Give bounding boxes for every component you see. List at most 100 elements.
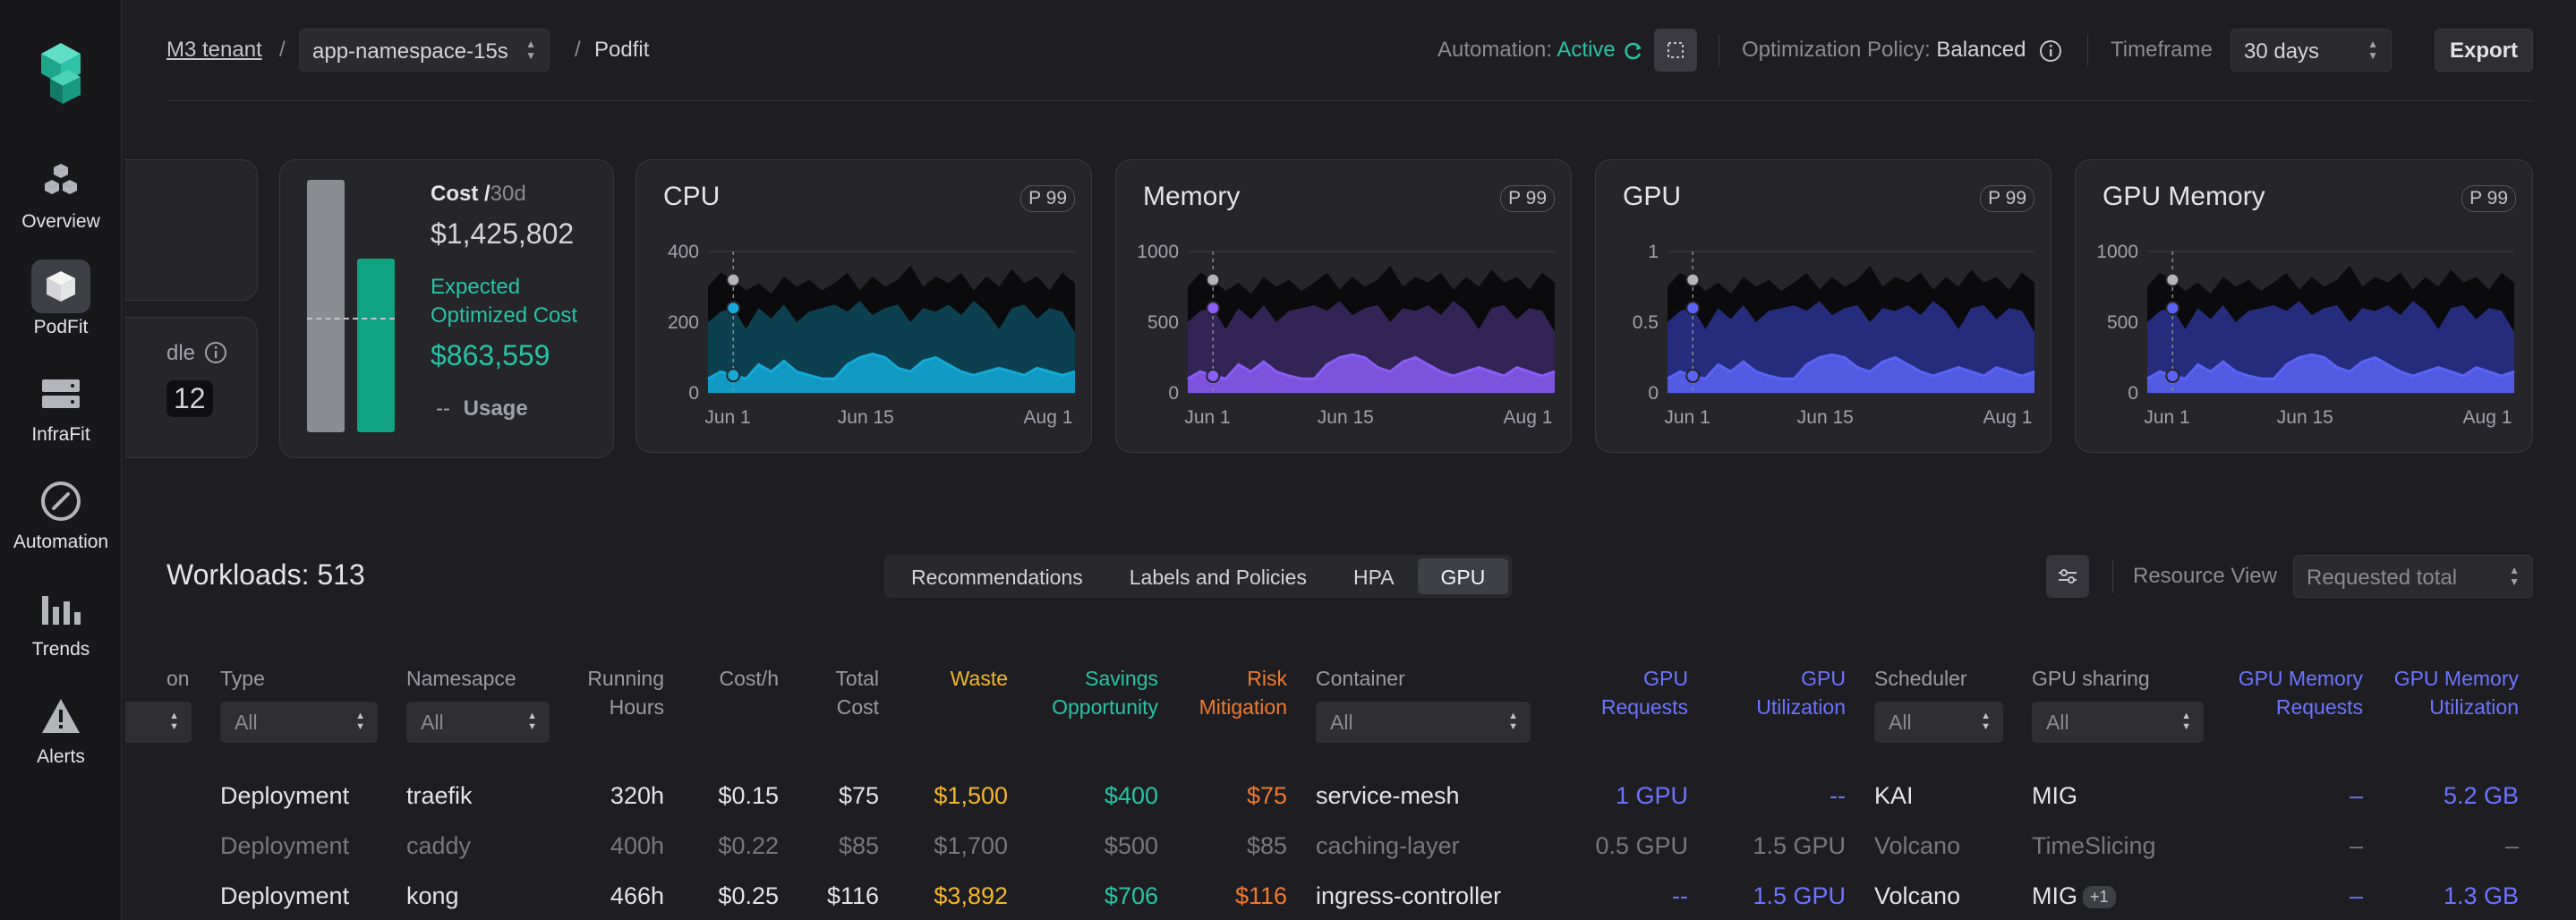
col-header-type[interactable]: Type [220, 667, 265, 690]
chart-title: GPU [1623, 182, 1682, 211]
timeframe-select[interactable]: 30 days ▲ ▼ [2231, 29, 2392, 72]
col-header-scheduler[interactable]: Scheduler [1874, 667, 1967, 690]
filter-scheduler[interactable]: All ▲ ▼ [1874, 702, 2003, 743]
resource-view-select[interactable]: Requested total ▲ ▼ [2293, 555, 2533, 598]
col-header-waste[interactable]: Waste [950, 667, 1008, 690]
header-line: Cost [836, 695, 879, 719]
cell-costh: $0.15 [689, 782, 779, 810]
x-tick-label: Jun 15 [1318, 407, 1374, 428]
breadcrumb-separator: / [279, 38, 286, 62]
nav-overview[interactable]: Overview [0, 154, 122, 233]
cell-waste: $1,500 [904, 782, 1008, 810]
header-line: Savings [1085, 667, 1158, 690]
namespace-select[interactable]: app-namespace-15s ▲ ▼ [299, 29, 550, 72]
col-header-namespace[interactable]: Namesapce [406, 667, 516, 690]
col-header-gpu-sharing[interactable]: GPU sharing [2032, 667, 2150, 690]
hover-point [1206, 369, 1221, 384]
nav-label: Overview [21, 211, 100, 232]
gpu-memory-chart[interactable]: 1000 500 0 Jun 1 Jun 15 Aug 1 [2076, 241, 2533, 453]
nav-trends[interactable]: Trends [0, 582, 122, 660]
bar-chart-icon [31, 582, 90, 635]
col-header-gpu-requests[interactable]: GPU Requests [1557, 664, 1688, 721]
compass-icon [31, 474, 90, 528]
partial-card-top [125, 159, 258, 301]
nav-podfit[interactable]: PodFit [0, 260, 122, 338]
optimization-policy: Optimization Policy: Balanced [1742, 38, 2026, 63]
x-tick-label: Aug 1 [1504, 407, 1553, 428]
cell-text: $85 [1246, 832, 1287, 859]
nav-automation[interactable]: Automation [0, 474, 122, 553]
cell-container: ingress-controller [1316, 882, 1501, 910]
col-header-risk[interactable]: Risk Mitigation [1173, 664, 1287, 721]
header-line: Requests [2275, 695, 2363, 719]
info-icon[interactable] [2039, 39, 2062, 63]
nav-infrafit[interactable]: InfraFit [0, 367, 122, 446]
nav-label: Automation [13, 532, 109, 552]
cell-text: $116 [1234, 882, 1287, 909]
tab-gpu[interactable]: GPU [1417, 558, 1509, 594]
y-tick-label: 0 [1648, 383, 1659, 404]
col-header-savings[interactable]: Savings Opportunity [1020, 664, 1158, 721]
filter-value: All [1889, 711, 1912, 734]
percentile-badge[interactable]: P 99 [2461, 185, 2516, 212]
col-header-running-hours[interactable]: Running Hours [555, 664, 664, 721]
cell-text: 466h [610, 882, 664, 909]
tab-recommendations[interactable]: Recommendations [911, 566, 1083, 589]
series-area-mid [1188, 301, 1555, 393]
tab-hpa[interactable]: HPA [1352, 566, 1395, 589]
col-header-cost-per-hour[interactable]: Cost/h [719, 667, 779, 690]
col-header-total-cost[interactable]: Total Cost [806, 664, 879, 721]
hover-point [1685, 369, 1701, 384]
header-line: Opportunity [1052, 695, 1158, 719]
cell-sharing: MIG [2032, 782, 2077, 810]
breadcrumb-page: Podfit [594, 38, 650, 62]
series-area-low [708, 354, 1075, 393]
nav-label: Alerts [37, 746, 85, 767]
cell-text: $85 [838, 832, 879, 859]
tab-labels-policies[interactable]: Labels and Policies [1129, 566, 1307, 589]
nav-alerts[interactable]: Alerts [0, 689, 122, 768]
filter-container[interactable]: All ▲ ▼ [1316, 702, 1531, 743]
hover-point [1685, 272, 1701, 287]
percentile-badge[interactable]: P 99 [1980, 185, 2034, 212]
percentile-badge[interactable]: P 99 [1020, 185, 1075, 212]
col-header-partial[interactable]: on [166, 667, 190, 690]
col-header-container[interactable]: Container [1316, 667, 1405, 690]
updown-icon: ▲ ▼ [1508, 711, 1518, 732]
filter-type[interactable]: All ▲ ▼ [220, 702, 378, 743]
cell-costh: $0.25 [689, 882, 779, 910]
info-icon[interactable] [204, 341, 227, 364]
header-line: Risk [1247, 667, 1287, 690]
fullscreen-button[interactable] [1654, 29, 1697, 72]
filter-gpu-sharing[interactable]: All ▲ ▼ [2032, 702, 2204, 743]
hover-point [726, 301, 741, 316]
col-header-gpu-memory-requests[interactable]: GPU Memory Requests [2202, 664, 2363, 721]
gpu-memory-chart-card: GPU Memory P 99 1000 500 0 Jun 1 Jun 15 Aug 1 [2075, 159, 2533, 453]
export-button[interactable]: Export [2434, 29, 2533, 72]
hover-point [1206, 301, 1221, 316]
filter-value: All [235, 711, 258, 734]
percentile-badge[interactable]: P 99 [1500, 185, 1555, 212]
cell-text: – [2349, 882, 2363, 909]
breadcrumb-tenant[interactable]: M3 tenant [166, 38, 262, 62]
x-tick-label: Jun 1 [1184, 407, 1230, 428]
series-area-low [2147, 354, 2514, 393]
gpu-chart-card: GPU P 99 1 0.5 0 Jun 1 Jun 15 Aug 1 [1595, 159, 2051, 453]
more-badge[interactable]: +1 [2083, 886, 2116, 909]
updown-icon: ▲ ▼ [2509, 564, 2520, 588]
nav-label: PodFit [33, 317, 89, 337]
column-settings-button[interactable] [2046, 555, 2089, 598]
col-header-gpu-memory-utilization[interactable]: GPU Memory Utilization [2381, 664, 2519, 721]
memory-chart-card: Memory P 99 1000 500 0 Jun 1 Jun 15 Aug 1 [1115, 159, 1572, 453]
refresh-icon[interactable] [1624, 41, 1643, 61]
col-header-gpu-utilization[interactable]: GPU Utilization [1710, 664, 1846, 721]
cell-text: -- [1672, 882, 1688, 909]
filter-namespace[interactable]: All ▲ ▼ [406, 702, 550, 743]
filter-partial[interactable]: ▲ ▼ [125, 702, 192, 743]
cell-sharing: TimeSlicing [2032, 832, 2156, 860]
cost-period: 30d [490, 182, 526, 206]
cell-text: $75 [1246, 782, 1287, 809]
